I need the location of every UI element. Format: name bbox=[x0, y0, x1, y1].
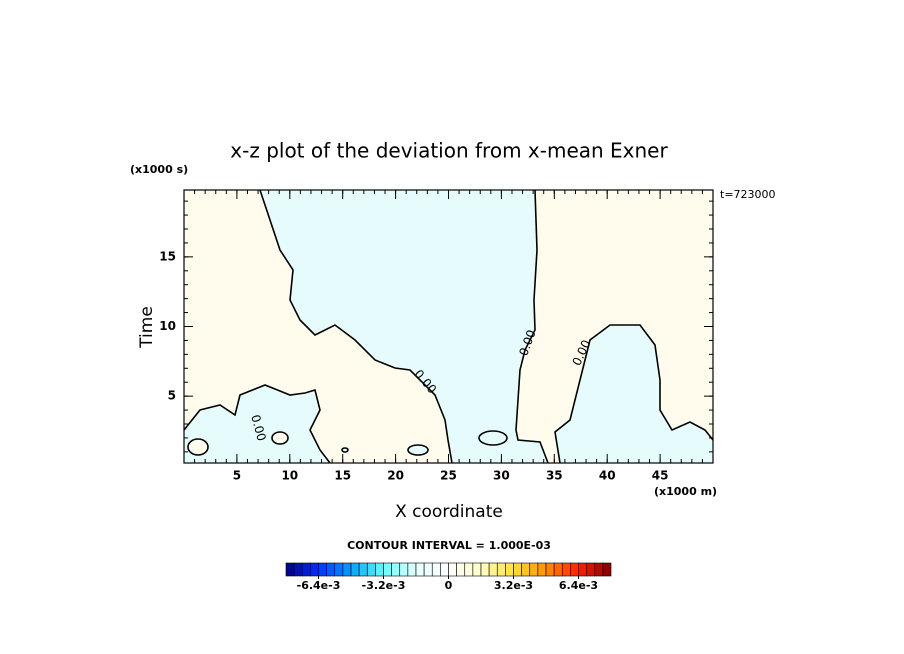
x-tick-label: 10 bbox=[281, 469, 298, 483]
colorbar-cell bbox=[513, 562, 522, 577]
colorbar-cell bbox=[431, 562, 441, 577]
colorbar-cell bbox=[448, 562, 457, 577]
colorbar-cell bbox=[383, 562, 392, 577]
colorbar-cell bbox=[553, 562, 563, 577]
colorbar-cell bbox=[342, 562, 352, 577]
colorbar-cell bbox=[529, 562, 539, 577]
y-tick-label: 5 bbox=[168, 389, 176, 403]
colorbar-cell bbox=[285, 562, 295, 577]
colorbar-cell bbox=[505, 562, 514, 577]
contour-island bbox=[271, 431, 289, 445]
x-tick-label: 5 bbox=[233, 469, 241, 483]
contour-island bbox=[478, 430, 508, 446]
colorbar-cell bbox=[334, 562, 344, 577]
contour-line bbox=[515, 189, 549, 464]
colorbar-cell bbox=[496, 562, 506, 577]
colorbar-cell bbox=[570, 562, 579, 577]
contour-island bbox=[341, 447, 349, 453]
negative-region bbox=[184, 385, 330, 463]
contour-line bbox=[183, 384, 331, 464]
colorbar-tick-label: 0 bbox=[445, 579, 453, 592]
chart-title: x-z plot of the deviation from x-mean Ex… bbox=[230, 139, 668, 163]
colorbar-cell bbox=[594, 562, 604, 577]
contour-line bbox=[259, 189, 453, 464]
colorbar-cell bbox=[326, 562, 336, 577]
colorbar-cell bbox=[521, 562, 531, 577]
colorbar-cell bbox=[358, 562, 368, 577]
x-axis-label: X coordinate bbox=[395, 502, 503, 522]
colorbar-cell bbox=[423, 562, 433, 577]
x-tick-label: 45 bbox=[652, 469, 669, 483]
plot-field bbox=[183, 189, 714, 464]
time-label: t=723000 bbox=[720, 188, 776, 201]
colorbar-cell bbox=[464, 562, 474, 577]
colorbar-cell bbox=[318, 562, 327, 577]
colorbar-cell bbox=[537, 562, 547, 577]
colorbar-cell bbox=[399, 562, 409, 577]
colorbar-cell bbox=[310, 562, 319, 577]
x-tick-label: 15 bbox=[334, 469, 351, 483]
colorbar-cell bbox=[472, 562, 482, 577]
contour-island bbox=[187, 438, 209, 456]
colorbar-cell bbox=[366, 562, 376, 577]
colorbar-cell bbox=[578, 562, 587, 577]
contour-island bbox=[407, 444, 429, 456]
colorbar-cell bbox=[350, 562, 360, 577]
colorbar-cell bbox=[301, 562, 311, 577]
y-tick-label: 15 bbox=[159, 249, 176, 263]
colorbar-cell bbox=[488, 562, 498, 577]
colorbar-cell bbox=[480, 562, 490, 577]
contour-line bbox=[554, 324, 714, 464]
colorbar-cell bbox=[456, 562, 466, 577]
x-tick-label: 40 bbox=[599, 469, 616, 483]
x-tick-label: 35 bbox=[546, 469, 563, 483]
colorbar-cell bbox=[415, 562, 425, 577]
colorbar-tick-label: 6.4e-3 bbox=[559, 579, 598, 592]
colorbar-cell bbox=[586, 562, 596, 577]
contour-label: 0.00 bbox=[248, 413, 268, 442]
colorbar-cell bbox=[545, 562, 555, 577]
colorbar-cell bbox=[440, 562, 449, 577]
colorbar-cell bbox=[602, 562, 612, 577]
y-axis-label: Time bbox=[137, 306, 157, 349]
y-tick-label: 10 bbox=[159, 319, 176, 333]
colorbar-tick-label: -6.4e-3 bbox=[297, 579, 341, 592]
x-tick-label: 20 bbox=[387, 469, 404, 483]
x-unit: (x1000 m) bbox=[654, 485, 717, 498]
x-tick-label: 25 bbox=[440, 469, 457, 483]
colorbar-cell bbox=[561, 562, 571, 577]
x-tick-label: 30 bbox=[493, 469, 510, 483]
negative-region bbox=[555, 325, 713, 463]
colorbar-tick-label: 3.2e-3 bbox=[494, 579, 533, 592]
negative-region bbox=[260, 190, 548, 463]
y-unit: (x1000 s) bbox=[130, 163, 188, 176]
colorbar-cell bbox=[407, 562, 417, 577]
colorbar-cell bbox=[375, 562, 384, 577]
colorbar-tick-label: -3.2e-3 bbox=[362, 579, 406, 592]
colorbar-cell bbox=[293, 562, 303, 577]
contour-interval: CONTOUR INTERVAL = 1.000E-03 bbox=[347, 539, 551, 552]
colorbar-cell bbox=[391, 562, 401, 577]
